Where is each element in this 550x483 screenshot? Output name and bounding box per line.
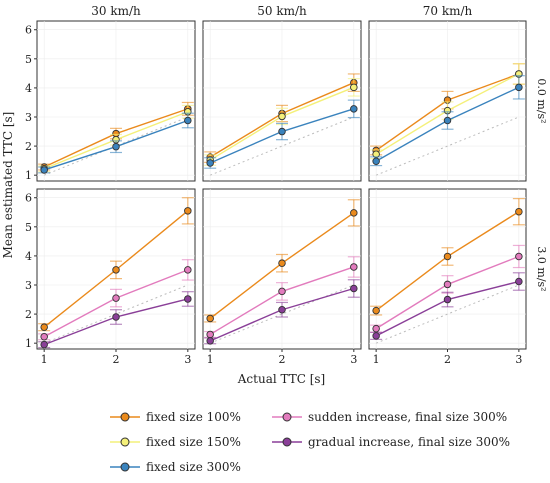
data-point (443, 116, 452, 125)
legend-swatch-fixed-300 (110, 462, 140, 472)
facet-row-title: 0.0 m/s² (535, 78, 548, 123)
data-point (443, 280, 452, 289)
legend-label-fixed-300: fixed size 300% (146, 460, 241, 474)
legend-swatch-gradual-300 (272, 437, 302, 447)
legend-swatch-fixed-100 (110, 412, 140, 422)
y-tick-label: 5 (25, 53, 32, 66)
x-tick-label: 3 (184, 353, 191, 366)
facet-row-title: 3.0 m/s² (535, 246, 548, 291)
data-point (350, 263, 358, 271)
x-tick-label: 3 (515, 353, 522, 366)
data-point (112, 266, 120, 274)
data-point (350, 105, 358, 113)
x-tick-label: 2 (279, 353, 286, 366)
reference-line (209, 284, 355, 344)
data-point (350, 284, 358, 293)
data-point (278, 127, 286, 136)
data-point (443, 295, 452, 304)
data-point (184, 207, 192, 215)
data-point (515, 83, 523, 92)
data-point (278, 259, 286, 267)
data-point (112, 294, 120, 302)
facet-column-title: 70 km/h (423, 4, 473, 18)
data-point (372, 157, 380, 165)
data-point (40, 333, 48, 341)
x-tick-label: 2 (444, 353, 451, 366)
x-tick-label: 1 (41, 353, 48, 366)
y-tick-label: 2 (25, 308, 32, 321)
data-point (112, 142, 120, 151)
data-point (515, 277, 523, 286)
y-tick-label: 6 (25, 24, 32, 37)
reference-line (43, 284, 189, 344)
legend-item-fixed-300: fixed size 300% (110, 460, 241, 474)
data-point (278, 287, 286, 296)
data-point (372, 332, 380, 340)
data-point (206, 159, 214, 167)
legend-item-fixed-150: fixed size 150% (110, 435, 241, 449)
x-axis-label: Actual TTC [s] (237, 372, 326, 386)
faceted-line-chart: 30 km/h 50 km/h 70 km/h 0.0 m/s² 3.0 m/s² 1 2 3… (1, 4, 548, 386)
data-point (350, 83, 358, 92)
y-tick-label: 3 (25, 111, 32, 124)
legend-label-sudden-300: sudden increase, final size 300% (308, 410, 508, 424)
x-tick-label: 1 (373, 353, 380, 366)
legend-label-fixed-150: fixed size 150% (146, 435, 241, 449)
x-tick-label: 1 (207, 353, 214, 366)
y-axis-label: Mean estimated TTC [s] (1, 112, 15, 259)
reference-line (375, 284, 520, 344)
x-tick-label: 3 (350, 353, 357, 366)
reference-line (43, 116, 189, 176)
facet-column-title: 50 km/h (257, 4, 307, 18)
legend: fixed size 100% fixed size 150% fixed si… (110, 408, 540, 478)
y-tick-label: 4 (25, 82, 32, 95)
data-point (515, 252, 523, 261)
data-point (515, 207, 523, 216)
data-point (184, 116, 192, 125)
data-point (372, 324, 380, 333)
reference-line (209, 116, 355, 176)
legend-swatch-fixed-150 (110, 437, 140, 447)
data-point (372, 306, 380, 315)
legend-label-fixed-100: fixed size 100% (146, 410, 241, 424)
legend-label-gradual-300: gradual increase, final size 300% (308, 435, 511, 449)
y-tick-label: 6 (25, 192, 32, 205)
x-tick-label: 2 (113, 353, 120, 366)
y-tick-label: 2 (25, 140, 32, 153)
data-point (206, 330, 214, 339)
legend-item-sudden-300: sudden increase, final size 300% (272, 410, 507, 424)
data-point (184, 266, 192, 274)
data-point (206, 337, 214, 345)
data-point (443, 252, 452, 261)
reference-line (375, 116, 520, 176)
data-point (40, 323, 48, 331)
data-point (184, 295, 192, 303)
data-point (278, 112, 286, 121)
legend-swatch-sudden-300 (272, 412, 302, 422)
y-tick-label: 5 (25, 221, 32, 234)
y-tick-label: 1 (25, 169, 32, 182)
data-point (206, 314, 214, 323)
data-point (278, 305, 286, 314)
data-point (40, 340, 48, 349)
y-tick-label: 4 (25, 250, 32, 263)
facet-column-title: 30 km/h (91, 4, 141, 18)
data-point (40, 166, 48, 174)
y-tick-label: 3 (25, 279, 32, 292)
y-tick-label: 1 (25, 337, 32, 350)
data-point (350, 209, 358, 217)
data-point (112, 313, 120, 321)
legend-item-fixed-100: fixed size 100% (110, 410, 241, 424)
legend-item-gradual-300: gradual increase, final size 300% (272, 435, 510, 449)
